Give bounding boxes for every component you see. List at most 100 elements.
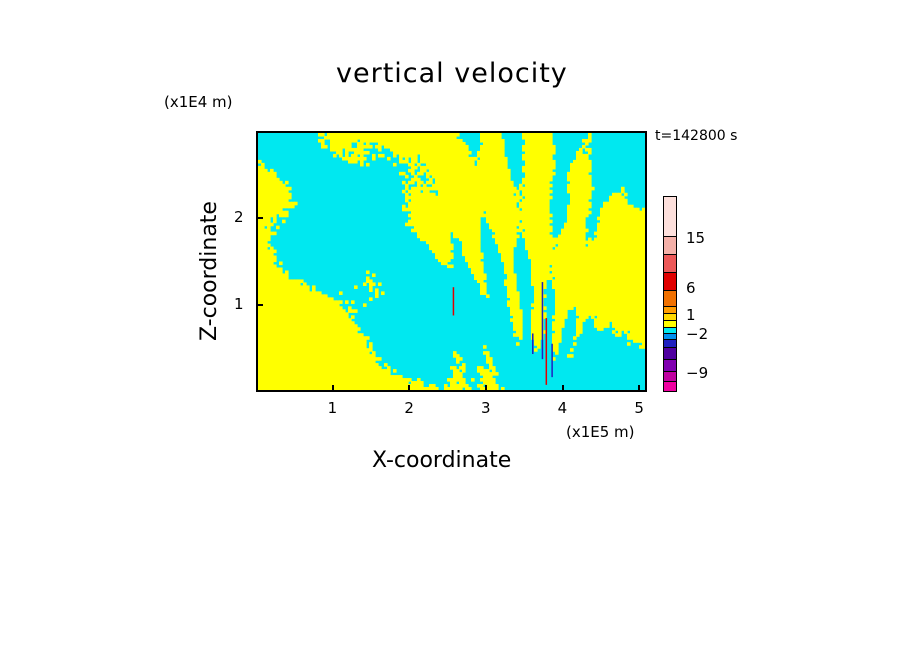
positive-velocity-cell: [597, 231, 601, 236]
positive-velocity-cell: [597, 273, 601, 278]
positive-velocity-cell: [300, 330, 304, 334]
positive-velocity-cell: [324, 312, 328, 316]
positive-velocity-cell: [582, 288, 586, 292]
positive-velocity-cell: [339, 309, 343, 313]
positive-velocity-cell: [507, 261, 511, 266]
positive-velocity-cell: [285, 306, 289, 310]
positive-velocity-cell: [615, 294, 619, 298]
positive-velocity-cell: [456, 192, 460, 197]
positive-velocity-cell: [567, 207, 571, 212]
positive-velocity-cell: [609, 201, 613, 206]
positive-velocity-cell: [585, 207, 589, 212]
positive-velocity-cell: [528, 213, 532, 218]
positive-velocity-cell: [537, 282, 541, 287]
positive-velocity-cell: [531, 327, 535, 331]
positive-velocity-cell: [543, 207, 547, 212]
positive-velocity-cell: [495, 135, 499, 140]
positive-velocity-cell: [291, 351, 295, 355]
positive-velocity-cell: [351, 357, 355, 361]
positive-velocity-cell: [531, 321, 535, 325]
positive-velocity-cell: [567, 186, 571, 191]
positive-velocity-cell: [333, 327, 337, 331]
positive-velocity-cell: [510, 234, 514, 239]
positive-velocity-cell: [339, 360, 343, 364]
positive-velocity-cell: [612, 294, 616, 298]
positive-velocity-cell: [435, 133, 439, 137]
positive-velocity-cell: [477, 240, 481, 245]
positive-velocity-cell: [258, 195, 262, 200]
positive-velocity-cell: [597, 261, 601, 266]
positive-velocity-cell: [414, 222, 418, 227]
positive-velocity-cell: [282, 315, 286, 319]
positive-velocity-cell: [606, 297, 610, 301]
positive-velocity-cell: [585, 261, 589, 266]
positive-velocity-cell: [510, 276, 514, 281]
positive-velocity-cell: [642, 255, 645, 260]
positive-velocity-cell: [330, 306, 334, 310]
positive-velocity-cell: [264, 261, 268, 266]
positive-velocity-cell: [558, 297, 562, 301]
positive-velocity-cell: [588, 186, 592, 191]
positive-velocity-cell: [552, 282, 556, 287]
positive-velocity-cell: [288, 348, 292, 352]
positive-velocity-cell: [306, 309, 310, 313]
positive-velocity-cell: [531, 180, 535, 185]
positive-velocity-cell: [432, 138, 436, 143]
positive-velocity-cell: [462, 207, 466, 212]
positive-velocity-cell: [306, 345, 310, 349]
positive-velocity-cell: [513, 273, 517, 278]
positive-velocity-cell: [357, 327, 361, 331]
positive-velocity-cell: [360, 375, 364, 379]
positive-velocity-cell: [258, 330, 262, 334]
positive-velocity-cell: [267, 360, 271, 364]
positive-velocity-cell: [312, 306, 316, 310]
positive-velocity-cell: [597, 240, 601, 245]
positive-velocity-cell: [504, 216, 508, 221]
positive-velocity-cell: [606, 231, 610, 236]
positive-velocity-cell: [477, 246, 481, 251]
positive-velocity-cell: [411, 150, 415, 155]
positive-velocity-cell: [459, 222, 463, 227]
positive-velocity-cell: [318, 366, 322, 370]
positive-velocity-cell: [264, 216, 268, 221]
positive-velocity-cell: [615, 327, 619, 331]
positive-velocity-cell: [468, 183, 472, 188]
positive-velocity-cell: [549, 195, 553, 200]
positive-velocity-cell: [582, 270, 586, 275]
positive-velocity-cell: [450, 222, 454, 227]
positive-velocity-cell: [477, 153, 481, 158]
positive-velocity-cell: [468, 219, 472, 224]
positive-velocity-cell: [444, 189, 448, 194]
positive-velocity-cell: [585, 198, 589, 203]
positive-velocity-cell: [531, 279, 535, 284]
positive-velocity-cell: [420, 222, 424, 227]
positive-velocity-cell: [633, 339, 637, 343]
positive-velocity-cell: [483, 204, 487, 209]
positive-velocity-cell: [324, 144, 328, 149]
positive-velocity-cell: [420, 135, 424, 140]
positive-velocity-cell: [468, 213, 472, 218]
positive-velocity-cell: [501, 243, 505, 248]
positive-velocity-cell: [291, 288, 295, 292]
positive-velocity-cell: [588, 282, 592, 287]
positive-velocity-cell: [603, 324, 607, 328]
positive-velocity-cell: [537, 258, 541, 263]
positive-velocity-cell: [564, 270, 568, 275]
positive-velocity-cell: [597, 276, 601, 281]
positive-velocity-cell: [543, 186, 547, 191]
positive-velocity-cell: [486, 141, 490, 146]
positive-velocity-cell: [579, 219, 583, 224]
positive-velocity-cell: [456, 141, 460, 146]
positive-velocity-cell: [258, 252, 262, 257]
positive-velocity-cell: [306, 333, 310, 337]
positive-velocity-cell: [258, 180, 262, 185]
positive-velocity-cell: [555, 291, 559, 295]
positive-velocity-cell: [339, 147, 343, 152]
positive-velocity-cell: [378, 138, 382, 143]
positive-velocity-cell: [432, 159, 436, 164]
positive-velocity-cell: [273, 336, 277, 340]
positive-velocity-cell: [303, 351, 307, 355]
positive-velocity-cell: [378, 369, 382, 373]
positive-velocity-cell: [507, 258, 511, 263]
positive-velocity-cell: [369, 282, 373, 287]
